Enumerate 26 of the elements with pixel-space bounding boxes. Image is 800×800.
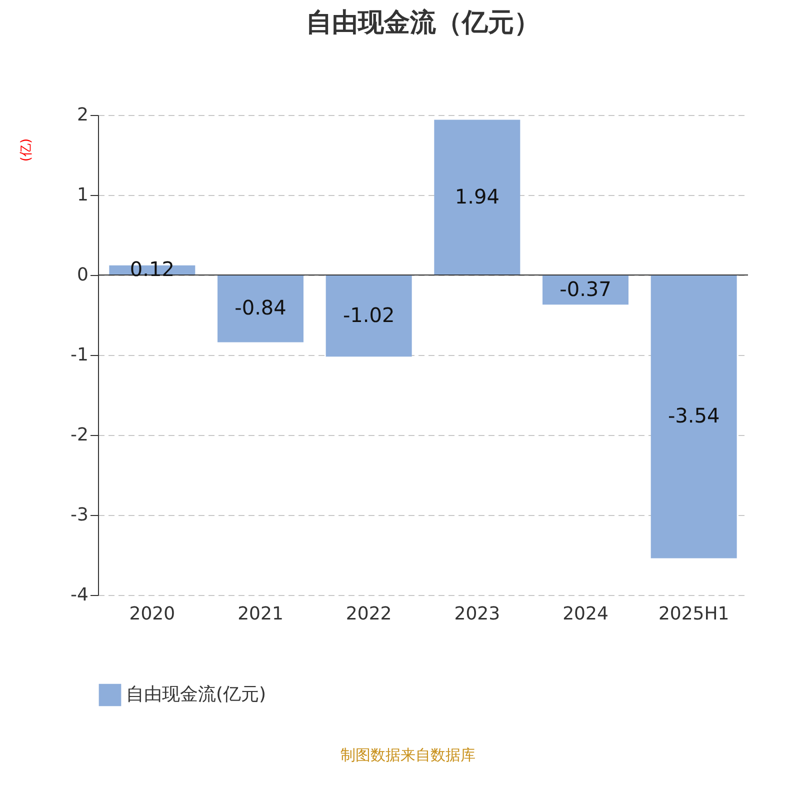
data-label: 1.94 bbox=[454, 184, 500, 208]
data-label: -0.84 bbox=[234, 296, 286, 320]
x-tick-label: 2020 bbox=[129, 604, 176, 624]
bar bbox=[218, 275, 304, 342]
y-tick-label: -2 bbox=[70, 424, 88, 446]
x-tick-label: 2022 bbox=[346, 604, 392, 624]
text: 制图数据来自数据库 bbox=[340, 746, 476, 764]
x-tick-label: 2021 bbox=[238, 604, 284, 624]
bar bbox=[434, 120, 520, 275]
y-tick-label: 1 bbox=[77, 184, 88, 206]
y-axis-title: (亿) bbox=[19, 138, 34, 162]
bar bbox=[326, 275, 412, 357]
y-tick-label: -3 bbox=[70, 504, 88, 526]
legend-label: 自由现金流(亿元) bbox=[126, 684, 266, 705]
x-tick-label: 2025H1 bbox=[658, 604, 730, 624]
chart-title: 自由现金流（亿元） bbox=[306, 8, 540, 38]
y-tick-label: 2 bbox=[77, 104, 88, 126]
x-tick-label: 2023 bbox=[454, 604, 500, 624]
data-label: -0.37 bbox=[560, 276, 612, 301]
y-tick-label: -4 bbox=[70, 584, 88, 606]
y-tick-label: 0 bbox=[77, 264, 88, 286]
y-tick-label: -1 bbox=[70, 344, 88, 366]
x-tick-label: 2024 bbox=[562, 604, 608, 624]
data-label: -1.02 bbox=[342, 302, 395, 327]
data-label: -3.54 bbox=[668, 404, 720, 428]
bar bbox=[650, 275, 737, 558]
